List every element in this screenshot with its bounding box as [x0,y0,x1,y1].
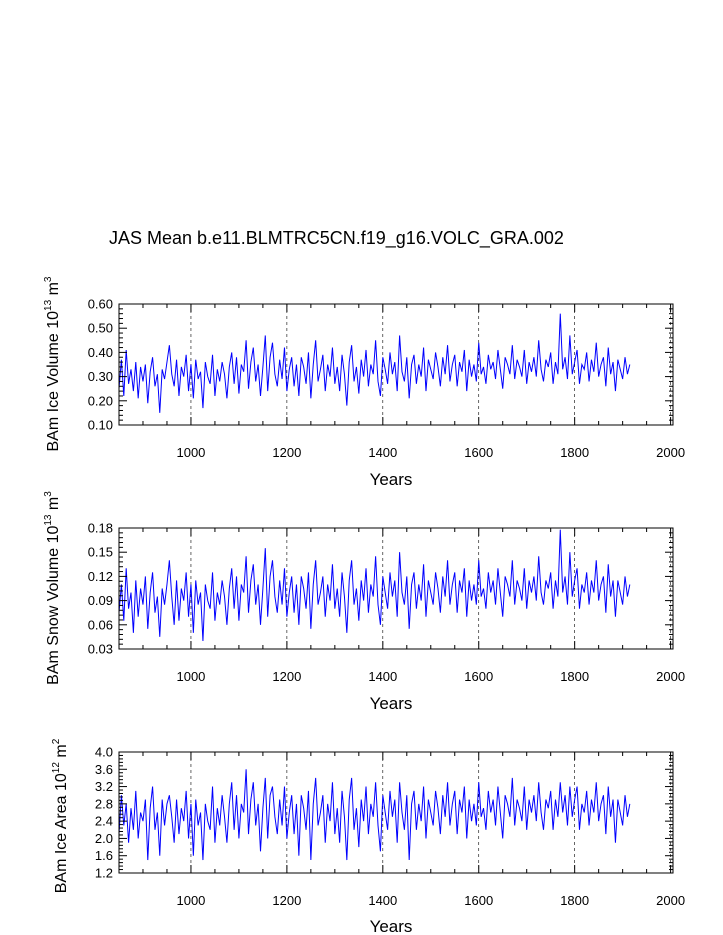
panel-3-ytick-label: 2.8 [95,796,113,811]
panel-1-ytick-label: 0.10 [88,418,113,433]
panel-1-series-line [118,313,631,413]
panel-2-tick-labels: 1000 1200 1400 1600 1800 2000 0.03 0.06 0.09 0.12… [88,521,685,685]
panel-2-plot-frame [118,527,674,650]
panel-2-series-line [118,529,631,641]
panel-3-ytick-label: 3.2 [95,779,113,794]
panel-1-ylabel-exp2: 3 [43,276,54,282]
panel-3-ytick-label: 2.0 [95,831,113,846]
panel-1-ticks [119,303,673,426]
panel-ice-area: 1000 1200 1400 1600 1800 2000 1.2 1.6 2.0 2.4 2.8 3… [51,738,685,935]
panel-2-x-axis-label: Years [370,694,413,713]
panel-3-ytick-label: 4.0 [95,745,113,760]
panel-snow-volume: 1000 1200 1400 1600 1800 2000 0.03 0.06 0.09 0.12… [43,491,685,713]
panel-1-xtick-label: 1400 [368,445,397,460]
panel-1-ytick-label: 0.20 [88,393,113,408]
panel-2-ylabel-mid: m [45,497,62,515]
panel-3-xtick-label: 1800 [560,893,589,908]
panel-1-ylabel-main: BAm Ice Volume 10 [45,311,62,452]
panel-2-xtick-label: 2000 [656,669,685,684]
panel-3-x-axis-label: Years [370,917,413,935]
panel-2-ticks [119,527,673,650]
panel-1-ytick-label: 0.60 [88,297,113,312]
panel-3-plot-frame [118,751,674,874]
panel-2-xtick-label: 1200 [272,669,301,684]
panel-2-ytick-label: 0.03 [88,642,113,657]
panel-2-ylabel-main: BAm Snow Volume 10 [45,526,62,685]
panel-3-tick-labels: 1000 1200 1400 1600 1800 2000 1.2 1.6 2.0 2.4 2.8 3… [95,745,685,909]
panel-2-ytick-label: 0.15 [88,545,113,560]
panel-3-xtick-label: 1000 [176,893,205,908]
panel-2-y-axis-label: BAm Snow Volume 1013 m3 [43,491,62,685]
panel-1-xtick-label: 2000 [656,445,685,460]
panel-3-y-axis-label: BAm Ice Area 1012 m2 [51,738,70,893]
panel-3-xtick-label: 1600 [464,893,493,908]
panel-1-y-axis-label: BAm Ice Volume 1013 m3 [43,276,62,451]
panel-2-ytick-label: 0.18 [88,521,113,536]
panel-2-ytick-label: 0.12 [88,569,113,584]
panel-1-ylabel-exp1: 13 [43,299,54,311]
panel-3-ytick-label: 1.2 [95,866,113,881]
panel-ice-volume: 1000 1200 1400 1600 1800 2000 0.10 0.20 0.30 0.40… [43,276,685,489]
panel-1-xtick-label: 1000 [176,445,205,460]
panel-3-xtick-label: 1200 [272,893,301,908]
panel-3-ytick-label: 3.6 [95,762,113,777]
panel-3-ylabel-mid: m [53,744,70,762]
panel-3-ylabel-main: BAm Ice Area 10 [53,773,70,893]
panel-2-ylabel-exp1: 13 [43,514,54,526]
panel-3-ticks [119,751,673,874]
panel-1-ytick-label: 0.50 [88,321,113,336]
panel-1-xtick-label: 1200 [272,445,301,460]
panel-1-x-axis-label: Years [370,470,413,489]
panel-2-ytick-label: 0.06 [88,617,113,632]
panel-2-xtick-label: 1000 [176,669,205,684]
panel-1-tick-labels: 1000 1200 1400 1600 1800 2000 0.10 0.20 0.30 0.40… [88,297,685,461]
panel-3-ylabel-exp1: 12 [51,762,62,774]
panel-1-ylabel-mid: m [45,282,62,300]
panel-3-series-line [118,769,631,861]
panel-3-ylabel-exp2: 2 [51,738,62,744]
panel-3-xtick-label: 1400 [368,893,397,908]
panel-2-ytick-label: 0.09 [88,593,113,608]
panel-1-ytick-label: 0.30 [88,369,113,384]
panel-3-ytick-label: 2.4 [95,814,113,829]
panel-3-ytick-label: 1.6 [95,848,113,863]
chart-title: JAS Mean b.e11.BLMTRC5CN.f19_g16.VOLC_GR… [109,228,564,249]
panel-1-ytick-label: 0.40 [88,345,113,360]
panel-2-xtick-label: 1800 [560,669,589,684]
panel-3-xtick-label: 2000 [656,893,685,908]
panel-2-xtick-label: 1600 [464,669,493,684]
panel-1-plot-frame [118,303,674,426]
panel-1-xtick-label: 1800 [560,445,589,460]
panel-2-ylabel-exp2: 3 [43,491,54,497]
panel-2-xtick-label: 1400 [368,669,397,684]
panel-1-xtick-label: 1600 [464,445,493,460]
